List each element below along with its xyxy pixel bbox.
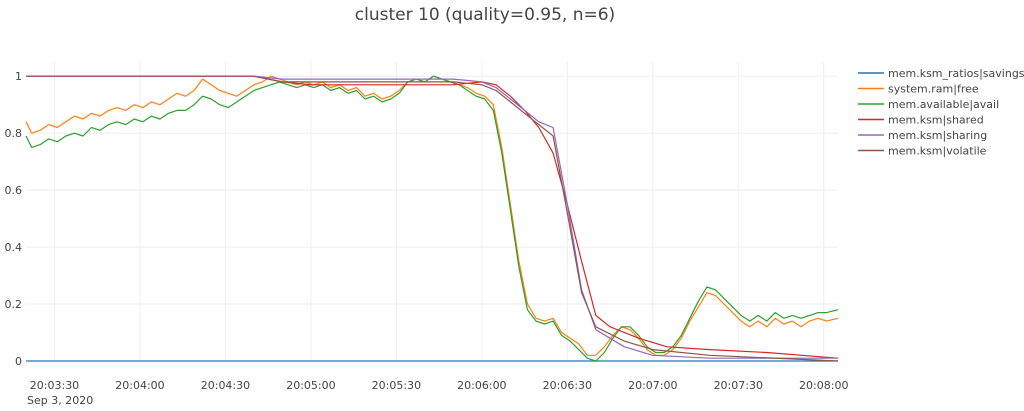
legend-label: mem.ksm_ratios|savings xyxy=(888,67,1024,80)
legend-item[interactable]: mem.available|avail xyxy=(858,98,999,111)
x-tick-label: 20:05:30 xyxy=(372,379,421,392)
x-tick-label: 20:03:30 xyxy=(30,379,79,392)
grid-lines xyxy=(26,62,838,362)
x-tick-label: 20:07:00 xyxy=(628,379,677,392)
legend-label: mem.ksm|volatile xyxy=(888,145,987,158)
y-tick-label: 0.6 xyxy=(5,184,23,197)
series-line-mem-ksm-volatile xyxy=(26,75,839,362)
x-tick-label: 20:05:00 xyxy=(286,379,335,392)
x-tick-label: 20:06:30 xyxy=(543,379,592,392)
x-tick-label: 20:07:30 xyxy=(714,379,763,392)
legend-item[interactable]: mem.ksm_ratios|savings xyxy=(858,67,1024,80)
x-axis-ticks: 20:03:30 20:04:00 20:04:30 20:05:00 20:05:30… xyxy=(30,379,849,392)
series-line-mem-ksm-shared xyxy=(26,75,839,359)
series-line-mem-available-avail xyxy=(25,75,839,362)
y-tick-label: 0.8 xyxy=(5,127,23,140)
legend-label: mem.ksm|shared xyxy=(888,114,984,127)
series-lines xyxy=(25,75,839,362)
legend: mem.ksm_ratios|savings system.ram|free mem… xyxy=(858,67,1024,158)
legend-label: mem.ksm|sharing xyxy=(888,129,987,142)
x-axis-date-label: Sep 3, 2020 xyxy=(27,394,93,407)
legend-item[interactable]: system.ram|free xyxy=(858,83,979,96)
x-tick-label: 20:06:00 xyxy=(457,379,506,392)
y-tick-label: 0.4 xyxy=(5,241,23,254)
legend-item[interactable]: mem.ksm|shared xyxy=(858,114,984,127)
y-tick-label: 0.2 xyxy=(5,298,23,311)
chart-title: cluster 10 (quality=0.95, n=6) xyxy=(355,5,615,25)
series-line-mem-ksm-sharing xyxy=(26,75,838,359)
x-tick-label: 20:08:00 xyxy=(799,379,848,392)
legend-label: mem.available|avail xyxy=(888,98,999,111)
legend-item[interactable]: mem.ksm|sharing xyxy=(858,129,987,142)
y-tick-label: 0 xyxy=(15,355,22,368)
x-tick-label: 20:04:00 xyxy=(115,379,164,392)
legend-label: system.ram|free xyxy=(888,83,979,96)
x-tick-label: 20:04:30 xyxy=(201,379,250,392)
y-axis-ticks: 0 0.2 0.4 0.6 0.8 1 xyxy=(5,70,23,368)
y-tick-label: 1 xyxy=(15,70,22,83)
legend-item[interactable]: mem.ksm|volatile xyxy=(858,145,987,158)
